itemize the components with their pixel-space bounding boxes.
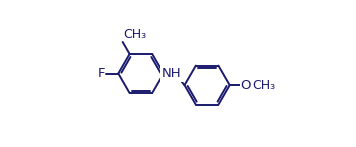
Text: O: O	[240, 79, 251, 92]
Text: CH₃: CH₃	[124, 27, 147, 41]
Text: CH₃: CH₃	[253, 79, 276, 92]
Text: F: F	[97, 67, 105, 80]
Text: NH: NH	[162, 67, 181, 80]
